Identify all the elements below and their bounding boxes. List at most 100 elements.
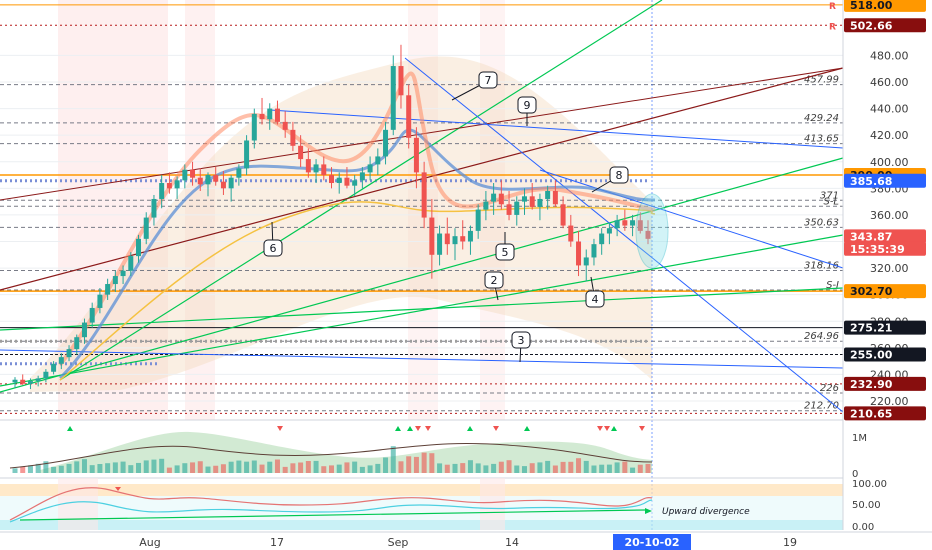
volume-bar (89, 465, 95, 473)
volume-bar (298, 462, 304, 473)
candle-body (197, 177, 203, 185)
candle-body (66, 349, 72, 358)
volume-bar (576, 458, 582, 473)
candle-body (444, 233, 450, 245)
volume-bar (244, 461, 250, 473)
volume-bar (190, 462, 196, 473)
price-tag-label: 385.68 (850, 175, 892, 188)
volume-bar (645, 463, 651, 473)
candle-body (483, 201, 489, 210)
signal-marker (597, 426, 603, 431)
volume-bar (537, 462, 543, 473)
callout-box (263, 239, 283, 257)
callout-number: 4 (592, 293, 599, 306)
signal-marker (277, 426, 283, 431)
candle-body (35, 378, 41, 382)
osc-line-red (9, 487, 653, 521)
level-label: S-I (826, 280, 839, 291)
price-tick: 220.00 (870, 395, 909, 408)
volume-bar (321, 466, 327, 473)
candle-body (174, 180, 180, 189)
candle-body (429, 217, 435, 255)
price-tag (844, 376, 926, 391)
candle-body (244, 140, 250, 169)
red-trend (0, 67, 844, 201)
time-tick: Aug (139, 536, 160, 549)
volume-bar (560, 461, 566, 473)
candle-body (552, 190, 558, 205)
sma-yellow (59, 201, 656, 381)
callout-number: 9 (524, 99, 531, 112)
candle-body (560, 204, 566, 226)
volume-bar (444, 464, 450, 473)
callout-number: 7 (485, 74, 492, 87)
green-trend (0, 234, 844, 387)
price-tag-label: 275.21 (850, 322, 892, 335)
price-tag-label: 15:35:39 (850, 243, 905, 256)
level-label: 350.63 (804, 217, 839, 228)
callout-box (609, 166, 629, 184)
volume-bar (344, 462, 350, 473)
volume-bar (81, 459, 87, 473)
candle-body (128, 256, 134, 271)
level-label: 429.24 (804, 113, 839, 124)
volume-bar (452, 463, 458, 473)
volume-bar (552, 465, 558, 473)
candle-body (321, 164, 327, 176)
callout-box (517, 96, 537, 114)
volume-bar (352, 461, 358, 473)
candle-body (228, 177, 234, 189)
signal-marker (407, 426, 413, 431)
oversold-zone (0, 520, 843, 530)
resistance-marker: R (829, 2, 836, 12)
price-tag (844, 18, 926, 33)
volume-bar (12, 468, 18, 473)
volume-bar (205, 466, 211, 473)
volume-bar (74, 461, 80, 473)
volume-bar (51, 466, 57, 473)
candle-body (51, 363, 57, 372)
osc-red-zone (480, 478, 505, 530)
volume-bar (228, 461, 234, 473)
highlight-ellipse (635, 193, 669, 269)
volume-bar (545, 460, 551, 473)
volume-bar (58, 465, 64, 473)
candle-body (112, 276, 118, 285)
volume-bar (599, 464, 605, 473)
candle-body (213, 175, 219, 182)
callout-number: 5 (502, 246, 509, 259)
candle-body (220, 181, 226, 189)
candle-body (375, 156, 381, 165)
volume-bar (398, 461, 404, 473)
candle-body (637, 220, 643, 231)
time-axis: Aug 17 Sep 14 19 20-10-02 (0, 531, 932, 550)
candle-body (58, 357, 64, 364)
oscillator-tick: 50.00 (852, 500, 881, 511)
level-label: S-L (823, 196, 839, 207)
price-tick: 480.00 (870, 49, 909, 62)
oscillator-tick: 100.00 (852, 479, 887, 490)
volume-bar (359, 466, 365, 473)
candle-body (352, 180, 358, 186)
candlesticks (12, 44, 669, 390)
volume-bar (514, 465, 520, 473)
level-label: 212.70 (804, 401, 839, 412)
volume-tick: 0 (852, 469, 858, 480)
volume-bar (282, 466, 288, 473)
signal-marker (611, 426, 617, 431)
resistance-marker: R (829, 22, 836, 32)
trend-lines (0, 0, 844, 413)
volume-bar (375, 463, 381, 473)
price-tag-label: 255.00 (850, 348, 893, 361)
candle-body (259, 113, 265, 120)
signal-marker (639, 426, 645, 431)
volume-bar (251, 460, 257, 473)
divergence-arrow (645, 508, 652, 514)
volume-bar (197, 461, 203, 473)
volume-bar (491, 463, 497, 473)
volume-bar (367, 465, 373, 473)
candle-body (514, 201, 520, 215)
price-tag (844, 0, 926, 12)
time-cursor-tag (613, 534, 691, 550)
